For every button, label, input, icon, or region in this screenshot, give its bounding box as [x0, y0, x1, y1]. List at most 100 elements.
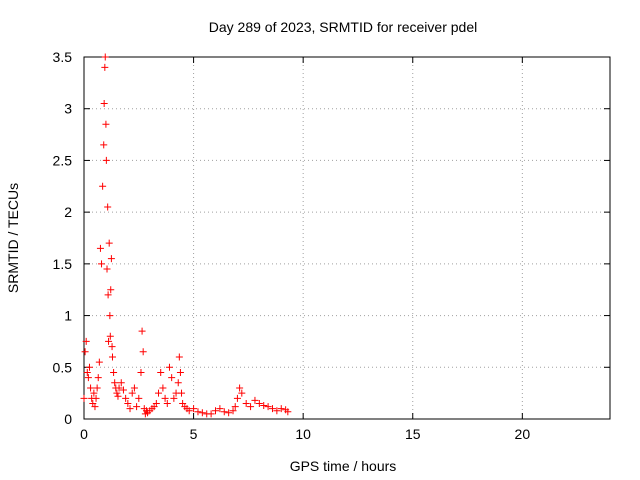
data-point — [104, 291, 112, 299]
y-tick-label: 0.5 — [53, 359, 73, 375]
data-point — [98, 260, 106, 268]
data-point — [108, 343, 116, 351]
data-point — [106, 332, 114, 340]
data-point — [238, 389, 246, 397]
data-point — [103, 265, 111, 273]
data-point — [198, 409, 206, 417]
data-point — [94, 374, 102, 382]
data-point — [85, 363, 93, 371]
y-tick-label: 2 — [64, 204, 72, 220]
data-point — [81, 348, 89, 356]
x-axis-label: GPS time / hours — [290, 458, 397, 474]
data-point — [163, 399, 171, 407]
data-point — [236, 384, 244, 392]
data-point — [220, 408, 228, 416]
data-point — [108, 353, 116, 361]
data-point — [87, 384, 95, 392]
data-point — [99, 182, 107, 190]
data-point — [107, 255, 115, 263]
data-point — [91, 403, 99, 411]
data-point — [216, 405, 224, 413]
y-axis-label: SRMTID / TECUs — [5, 183, 21, 293]
x-tick-label: 10 — [295, 426, 311, 442]
data-point — [242, 399, 250, 407]
x-tick-labels: 0 5 10 15 20 — [80, 426, 530, 442]
data-point — [138, 327, 146, 335]
data-point — [284, 408, 292, 416]
data-point — [107, 286, 115, 294]
data-point — [105, 239, 113, 247]
data-point — [119, 386, 127, 394]
x-tick-label: 20 — [515, 426, 531, 442]
data-point — [233, 394, 241, 402]
data-point — [231, 403, 239, 411]
data-point — [176, 368, 184, 376]
data-point — [175, 353, 183, 361]
data-point — [84, 374, 92, 382]
grid-lines — [84, 57, 610, 419]
data-point — [110, 368, 118, 376]
data-point — [212, 407, 219, 415]
data-point — [96, 244, 104, 252]
data-point — [155, 389, 163, 397]
data-point — [277, 405, 285, 413]
data-point — [190, 405, 198, 413]
y-tick-label: 1.5 — [53, 256, 73, 272]
data-point — [264, 403, 272, 411]
data-point — [80, 394, 88, 402]
data-point — [82, 337, 90, 345]
data-point — [83, 368, 91, 376]
y-tick-label: 2.5 — [53, 152, 73, 168]
data-point — [229, 407, 237, 415]
x-tick-label: 0 — [80, 426, 88, 442]
chart-title: Day 289 of 2023, SRMTID for receiver pde… — [209, 19, 477, 35]
y-tick-label: 1 — [64, 308, 72, 324]
data-point — [114, 392, 122, 400]
x-tick-label: 15 — [405, 426, 421, 442]
data-point — [128, 389, 136, 397]
data-point — [255, 399, 263, 407]
y-tick-labels: 0 0.5 1 1.5 2 2.5 3 3.5 — [53, 49, 73, 427]
data-point — [92, 394, 100, 402]
data-point — [126, 405, 134, 413]
data-point — [225, 409, 233, 417]
data-point — [93, 384, 101, 392]
data-point — [185, 407, 193, 415]
data-points — [80, 53, 292, 418]
data-point — [268, 405, 276, 413]
y-tick-label: 3.5 — [53, 49, 73, 65]
data-point — [104, 203, 112, 211]
data-point — [168, 374, 176, 382]
data-point — [133, 403, 141, 411]
data-point — [273, 407, 281, 415]
x-tick-label: 5 — [190, 426, 198, 442]
data-point — [251, 396, 259, 404]
data-point — [117, 379, 125, 387]
data-point — [139, 348, 147, 356]
data-point — [152, 399, 160, 407]
data-point — [207, 410, 215, 418]
data-point — [161, 394, 169, 402]
data-point — [174, 379, 182, 387]
data-point — [122, 394, 130, 402]
data-point — [102, 120, 110, 128]
data-point — [113, 389, 121, 397]
data-point — [95, 358, 103, 366]
data-point — [165, 363, 173, 371]
data-point — [111, 379, 119, 387]
data-point — [105, 337, 113, 345]
data-point — [178, 389, 186, 397]
data-point — [260, 402, 268, 410]
data-point — [100, 100, 108, 108]
data-point — [157, 368, 165, 376]
y-tick-label: 3 — [64, 101, 72, 117]
data-point — [247, 403, 255, 411]
data-point — [115, 384, 123, 392]
data-point — [106, 312, 114, 320]
data-point — [159, 384, 167, 392]
data-point — [100, 141, 108, 149]
data-point — [102, 156, 110, 164]
data-point — [130, 384, 138, 392]
axis-ticks — [83, 56, 610, 420]
